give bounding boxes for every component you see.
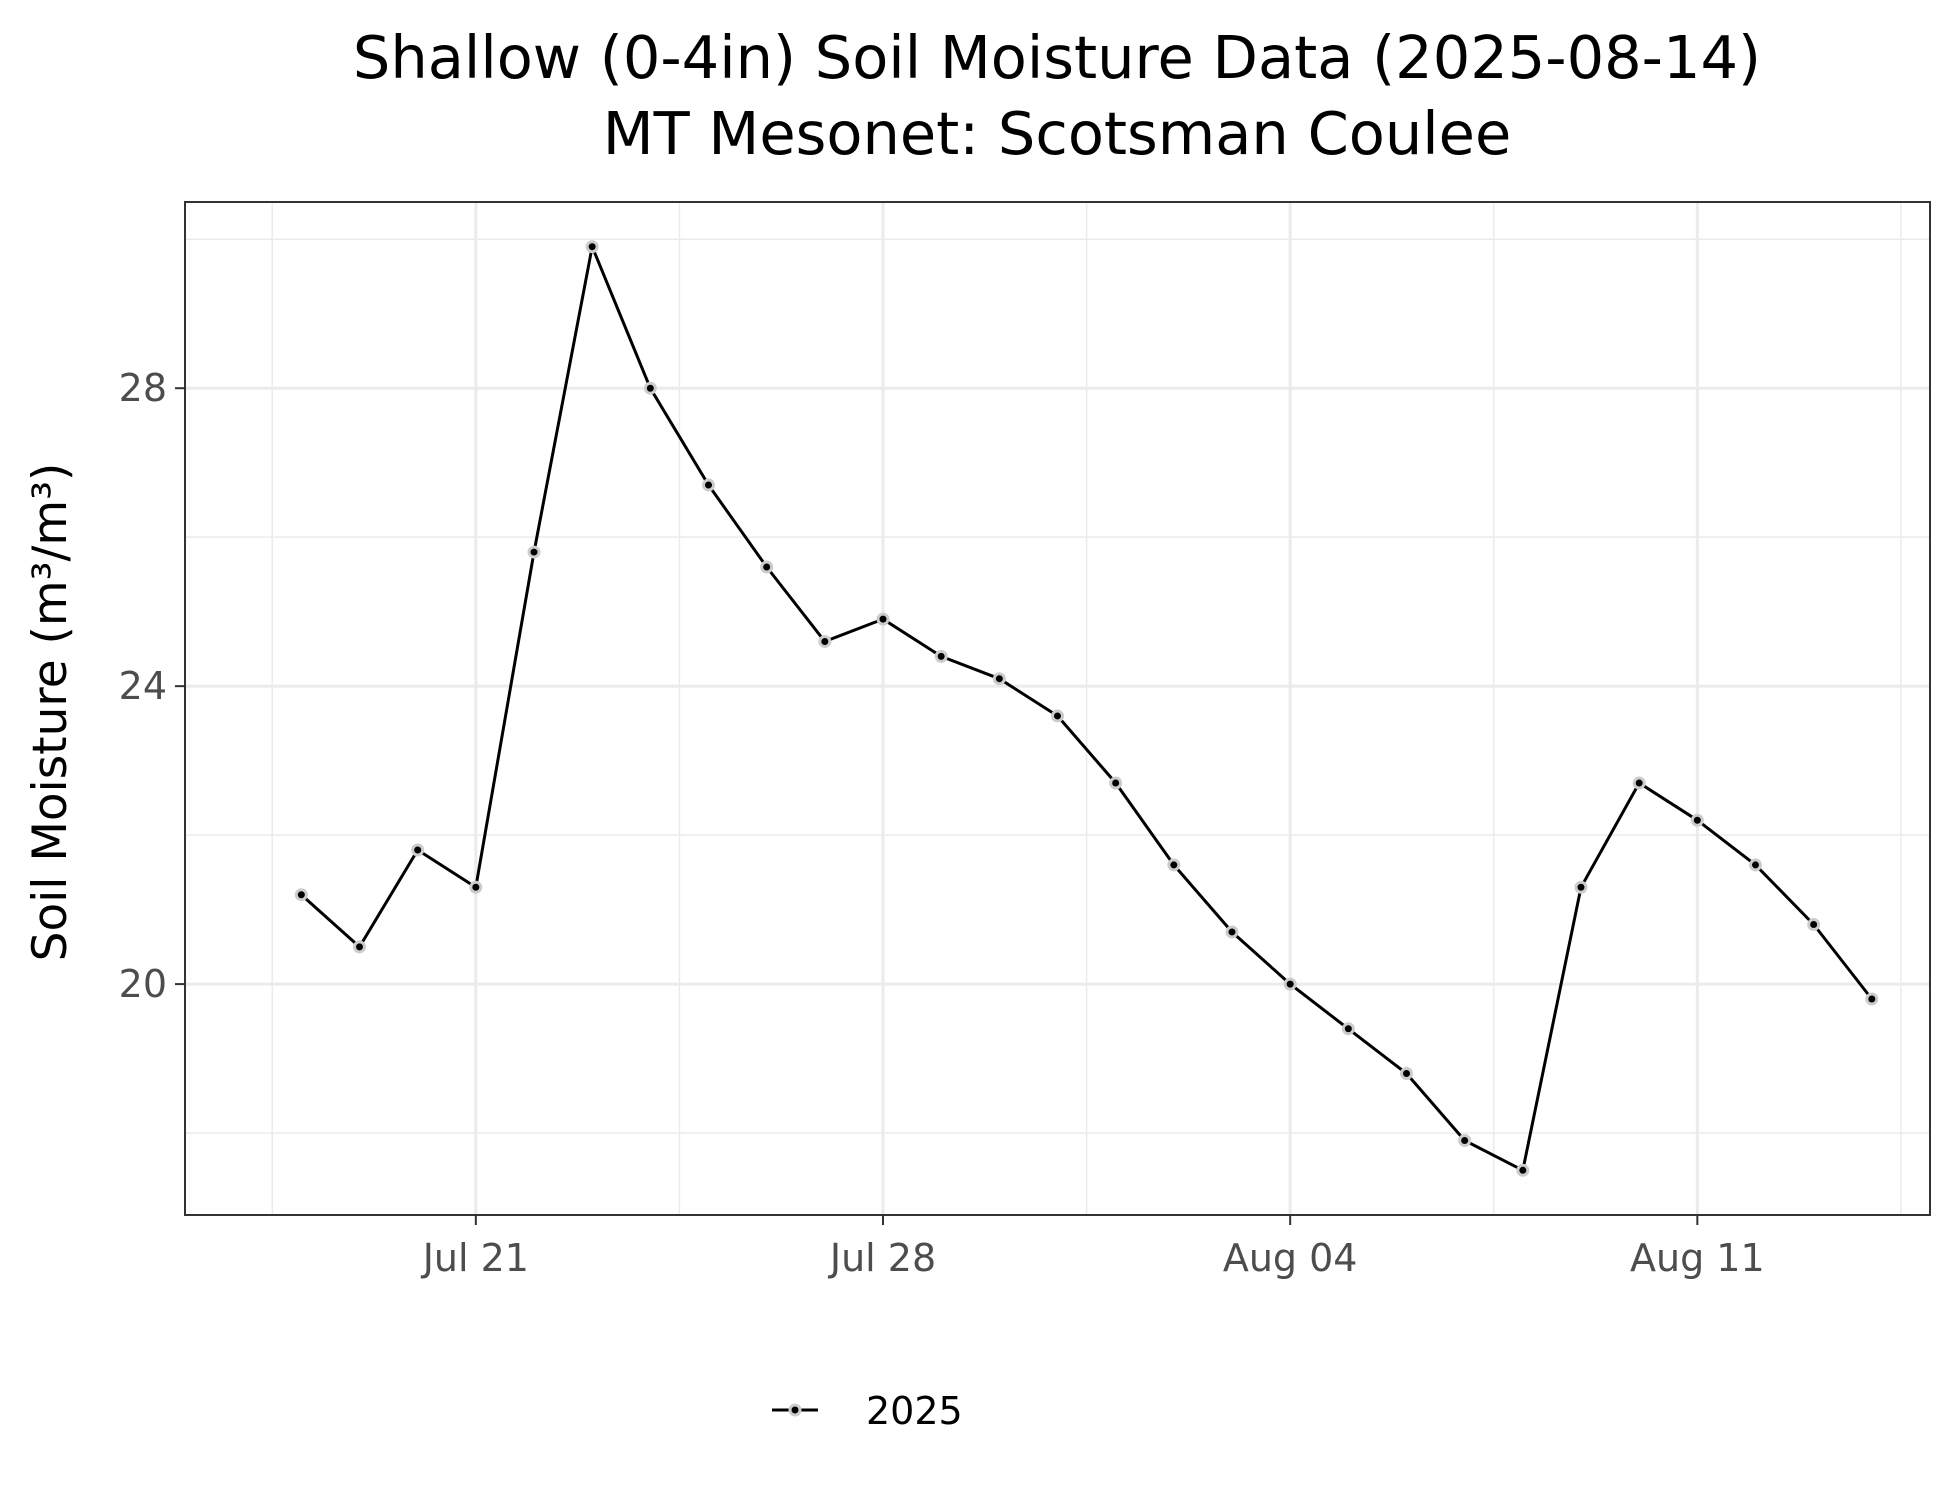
data-point [643, 381, 657, 395]
y-tick-label: 24 [119, 664, 167, 708]
legend: 2025 [772, 1389, 963, 1433]
data-point [1109, 776, 1123, 790]
data-point [934, 649, 948, 663]
x-tick-label: Aug 04 [1223, 1236, 1358, 1280]
legend-label-2025: 2025 [866, 1389, 963, 1433]
x-tick-label: Jul 28 [828, 1236, 936, 1280]
data-point [992, 672, 1006, 686]
data-point [1574, 880, 1588, 894]
data-point [353, 940, 366, 954]
axis-ticks: Jul 21 Jul 28 Aug 04 Aug 11 20 24 28 [119, 366, 1765, 1280]
data-point [818, 634, 832, 648]
data-point [760, 560, 774, 574]
data-point [1632, 776, 1646, 790]
y-axis-label: Soil Moisture (m³/m³) [23, 463, 78, 962]
data-point [1283, 977, 1297, 991]
data-point [1341, 1022, 1355, 1036]
y-tick-label: 20 [119, 962, 167, 1006]
data-point [876, 612, 890, 626]
data-point [1690, 813, 1704, 827]
data-point [411, 843, 425, 857]
chart-title: Shallow (0-4in) Soil Moisture Data (2025… [353, 23, 1761, 92]
chart-subtitle: MT Mesonet: Scotsman Coulee [603, 99, 1512, 168]
data-point [1807, 918, 1821, 932]
data-point [1400, 1066, 1413, 1080]
data-point [702, 478, 715, 492]
legend-point-swatch [788, 1403, 802, 1417]
series-layer [294, 240, 1879, 1177]
y-tick-label: 28 [119, 366, 167, 410]
data-point [1516, 1163, 1530, 1177]
data-point [1749, 858, 1762, 872]
data-point [1458, 1134, 1472, 1148]
plot-panel [185, 202, 1930, 1215]
x-tick-label: Aug 11 [1630, 1236, 1765, 1280]
x-tick-label: Jul 21 [421, 1236, 529, 1280]
data-point [1865, 992, 1879, 1006]
data-point [1225, 925, 1239, 939]
data-point [1051, 709, 1064, 723]
series-line-2025 [300, 245, 1873, 1172]
data-point [294, 888, 308, 902]
data-point [527, 545, 541, 559]
data-point [585, 240, 599, 254]
plot-border [184, 201, 1931, 1216]
data-point [1167, 858, 1181, 872]
data-point [469, 880, 483, 894]
grid-major [185, 202, 1930, 1215]
